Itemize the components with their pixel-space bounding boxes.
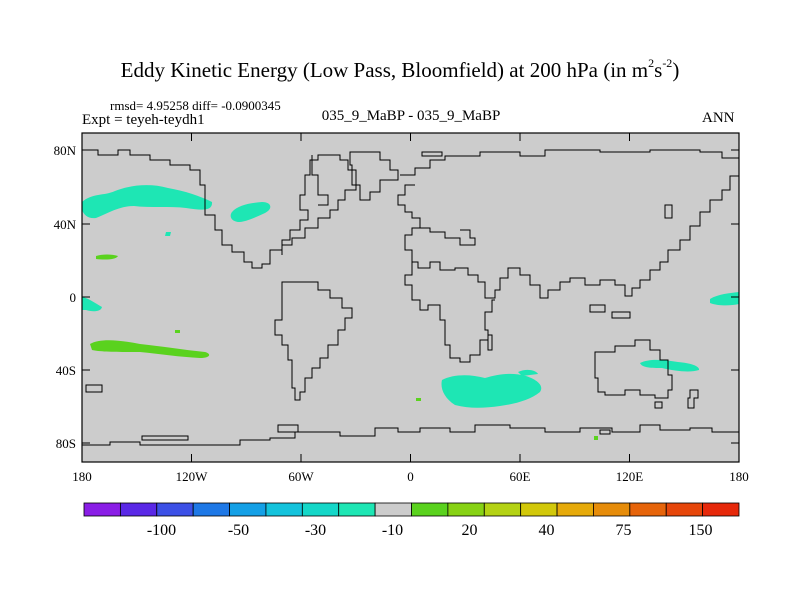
colorbar-box — [229, 502, 267, 517]
lat-label: 40N — [54, 217, 77, 232]
anomaly-west-equator — [82, 297, 102, 312]
colorbar-label: -30 — [305, 522, 326, 539]
coast-antarctica — [82, 424, 739, 446]
coast-tasmania — [654, 401, 663, 409]
coast-north-america — [82, 149, 357, 269]
colorbar-box — [702, 502, 740, 517]
lon-label: 0 — [407, 469, 414, 484]
colorbar — [83, 502, 740, 517]
anomaly-north-america — [230, 202, 271, 222]
colorbar-box — [301, 502, 340, 517]
anomaly-dot — [165, 232, 171, 236]
colorbar-labels: -100 -50 -30 -10 20 40 75 150 — [147, 522, 713, 539]
lon-label: 60E — [510, 469, 531, 484]
map-background — [82, 133, 739, 462]
anomaly-negative-regions — [82, 185, 739, 408]
coast-mediterranean — [420, 227, 476, 246]
lon-label: 60W — [288, 469, 314, 484]
coast-hudson — [311, 155, 329, 206]
colorbar-box — [593, 502, 631, 517]
coast-africa — [404, 262, 495, 363]
anomaly-south-pacific — [90, 340, 210, 358]
coast-greenland — [349, 151, 399, 201]
coast-australia — [594, 339, 673, 399]
stats-line: rmsd= 4.95258 diff= -0.0900345 — [110, 98, 281, 113]
colorbar-label: 150 — [689, 522, 713, 539]
coast-new-guinea — [611, 311, 631, 319]
colorbar-box — [665, 502, 704, 517]
lat-label: 40S — [56, 363, 76, 378]
lat-label: 80S — [56, 436, 76, 451]
colorbar-box — [119, 502, 158, 517]
colorbar-label: 75 — [616, 522, 632, 539]
colorbar-box — [192, 502, 230, 517]
colorbar-box — [265, 502, 303, 517]
latitude-labels: 80N 40N 0 40S 80S — [54, 143, 77, 451]
anomaly-north-pacific — [82, 185, 213, 219]
colorbar-box — [411, 502, 449, 517]
lon-label: 120E — [616, 469, 644, 484]
anomaly-dot-4 — [594, 436, 598, 440]
colorbar-label: 40 — [539, 522, 555, 539]
coast-eurasia-south — [397, 175, 739, 299]
anomaly-dot-2 — [175, 330, 180, 333]
colorbar-label: 20 — [462, 522, 478, 539]
coast-borneo — [589, 304, 606, 313]
colorbar-label: -100 — [147, 522, 176, 539]
coast-madagascar — [487, 334, 493, 351]
coast-new-zealand — [687, 389, 699, 409]
lat-label: 0 — [70, 290, 77, 305]
colorbar-box — [447, 502, 485, 517]
longitude-labels: 180 120W 60W 0 60E 120E 180 — [72, 469, 749, 484]
colorbar-box — [374, 502, 412, 517]
anomaly-small-1 — [518, 369, 538, 376]
coast-eurasia-north — [400, 149, 739, 176]
anomaly-west-pacific — [96, 254, 118, 260]
coast-antarctic-peninsula — [277, 424, 299, 433]
lon-label: 180 — [72, 469, 92, 484]
coast-japan — [664, 204, 673, 219]
anomaly-positive-regions — [90, 254, 598, 440]
anomaly-south-atlantic — [441, 373, 542, 408]
experiment-label: Expt = teyeh-teydh1 — [82, 112, 205, 128]
coast-south-america — [274, 281, 353, 401]
anomaly-indian-ocean — [640, 359, 700, 372]
lon-label: 120W — [176, 469, 209, 484]
colorbar-label: -10 — [382, 522, 403, 539]
colorbar-box — [483, 502, 522, 517]
plot-title: Eddy Kinetic Energy (Low Pass, Bloomfiel… — [120, 56, 680, 82]
coast-pacific-islands — [85, 384, 103, 393]
coast-svalbard — [421, 151, 443, 157]
coast-ross-shelf — [141, 435, 189, 441]
season-label: ANN — [702, 110, 735, 126]
colorbar-box — [83, 502, 121, 517]
coastlines — [82, 149, 739, 446]
colorbar-box — [520, 502, 558, 517]
colorbar-label: -50 — [228, 522, 249, 539]
anomaly-dot-3 — [416, 398, 421, 401]
case-name: 035_9_MaBP - 035_9_MaBP — [321, 108, 501, 124]
colorbar-box — [156, 502, 194, 517]
coast-antarctic-island — [599, 429, 611, 435]
anomaly-east-equator — [710, 292, 739, 306]
lon-label: 180 — [729, 469, 749, 484]
axis-ticks — [81, 133, 740, 462]
colorbar-box — [629, 502, 667, 517]
colorbar-box — [338, 502, 376, 517]
colorbar-box — [556, 502, 594, 517]
lat-label: 80N — [54, 143, 77, 158]
